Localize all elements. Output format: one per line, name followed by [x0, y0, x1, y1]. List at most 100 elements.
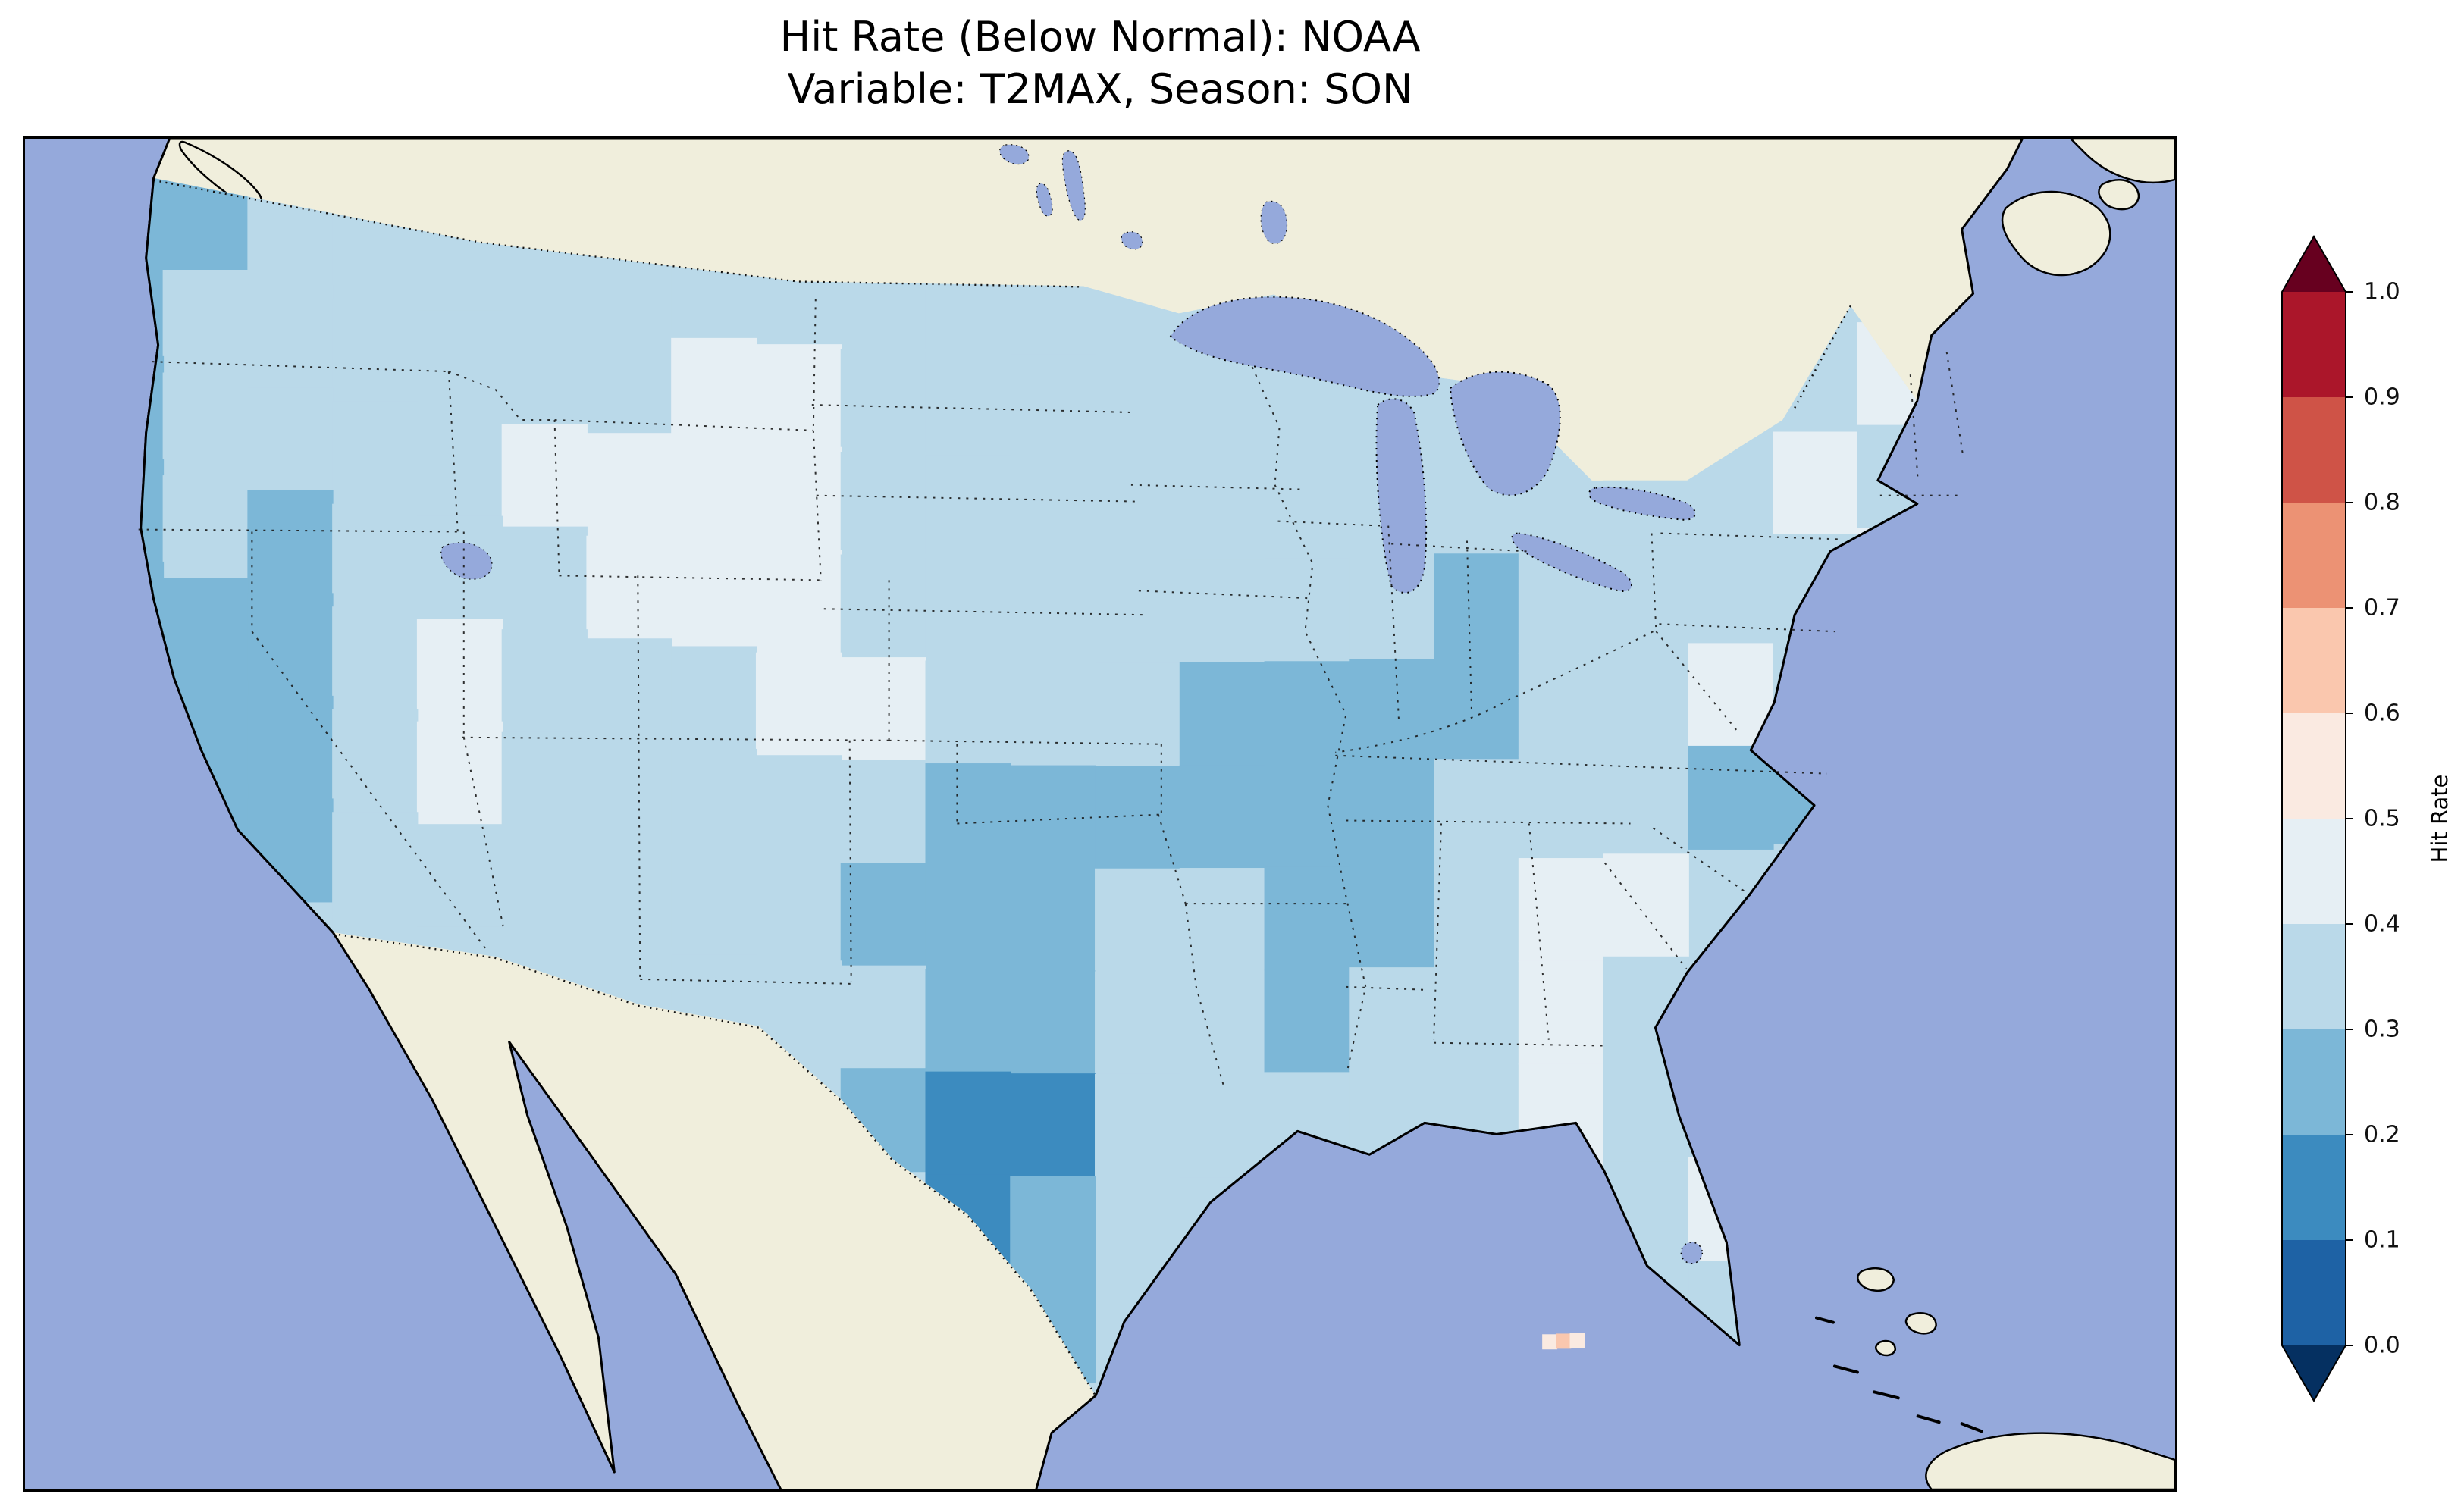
island-landmass	[1925, 1432, 2175, 1489]
island-landmass	[2070, 139, 2175, 184]
grid-cell	[1095, 868, 1181, 973]
florida-keys-cell	[1569, 1333, 1585, 1348]
colorbar-canvas: 1.0 0.9 0.8 0.7 0.6 0.5 0.4 0.3 0.2 0.1 0.0	[2281, 234, 2400, 1403]
grid-cell	[1264, 866, 1350, 971]
grid-cell	[501, 424, 588, 528]
grid-cell	[755, 652, 842, 756]
grid-cell	[586, 535, 672, 640]
grid-cell	[1095, 560, 1181, 665]
grid-cell	[162, 475, 249, 580]
colorbar-band	[2282, 503, 2346, 609]
colorbar-tick-label: 0.6	[2364, 700, 2400, 727]
colorbar-tick-label: 0.3	[2364, 1016, 2400, 1043]
grid-cell	[925, 352, 1011, 456]
grid-cell	[416, 310, 503, 415]
grid-cell	[925, 455, 1011, 559]
lake-shape	[1036, 183, 1053, 217]
grid-cell	[1688, 643, 1774, 747]
grid-cell	[586, 433, 672, 537]
grid-cell	[1010, 559, 1096, 664]
grid-cell	[1603, 750, 1689, 855]
grid-cell	[1179, 970, 1266, 1075]
grid-cell	[416, 721, 503, 825]
grid-cell	[1688, 745, 1774, 850]
grid-cell	[247, 387, 334, 492]
grid-cell	[586, 741, 672, 845]
grid-cell	[1518, 858, 1605, 963]
colorbar-band	[2282, 1240, 2346, 1346]
lake-shape	[1260, 200, 1288, 244]
colorbar-band	[2282, 924, 2346, 1030]
grid-cell	[501, 835, 588, 939]
grid-cell	[1095, 662, 1181, 767]
grid-cell	[1010, 662, 1096, 767]
grid-cell	[1010, 354, 1096, 459]
great-lake-shape	[1511, 532, 1632, 593]
grid-cell	[755, 857, 842, 962]
map-canvas	[25, 139, 2175, 1489]
grid-cell	[1010, 1176, 1096, 1280]
colorbar-tick-label: 0.2	[2364, 1122, 2400, 1148]
colorbar-band	[2282, 292, 2346, 398]
grid-cell	[247, 593, 334, 697]
colorbar-tick-label: 1.0	[2364, 279, 2400, 305]
lake-shape	[999, 144, 1030, 165]
grid-cell	[1095, 1073, 1181, 1178]
grid-cell	[1179, 662, 1266, 767]
grid-cell	[162, 578, 249, 682]
grid-cell	[162, 270, 249, 374]
colorbar-tick-label: 0.1	[2364, 1227, 2400, 1254]
colorbar-band	[2282, 1135, 2346, 1241]
grid-cell	[332, 606, 419, 711]
grid-cell	[416, 824, 503, 929]
grid-cell	[671, 337, 757, 442]
grid-cell	[671, 543, 757, 647]
lake-shape	[1121, 231, 1143, 250]
grid-cell	[1264, 969, 1350, 1073]
grid-cell	[840, 657, 926, 762]
grid-cell	[925, 1071, 1011, 1176]
lake-shape	[1061, 150, 1086, 221]
colorbar-tick-label: 0.8	[2364, 490, 2400, 516]
grid-cell	[671, 440, 757, 545]
grid-cell	[840, 863, 926, 967]
grid-cell	[1179, 1073, 1266, 1178]
grid-cell	[332, 298, 419, 402]
grid-cell	[925, 969, 1011, 1073]
island-landmass	[2001, 190, 2111, 277]
grid-cell	[1518, 755, 1605, 860]
coastline-gulf-atlantic	[1094, 400, 1919, 1396]
colorbar-band	[2282, 1029, 2346, 1135]
colorbar-tick-label: 0.7	[2364, 595, 2400, 622]
island-landmass	[2098, 178, 2140, 211]
grid-cell	[1179, 765, 1266, 869]
grid-cell	[1434, 861, 1520, 966]
grid-cell	[416, 413, 503, 518]
great-lake-shape	[1169, 296, 1440, 397]
us-grid-layer	[140, 177, 1917, 1396]
colorbar-label: Hit Rate	[2427, 774, 2453, 863]
grid-cell	[1179, 354, 1266, 459]
grid-cell	[1010, 456, 1096, 562]
grid-cell	[1095, 766, 1181, 870]
colorbar-band	[2282, 819, 2346, 925]
grid-cell	[671, 748, 757, 853]
coastline-pacific	[140, 177, 334, 934]
grid-cell	[925, 866, 1011, 970]
grid-cell	[755, 755, 842, 860]
grid-cell	[755, 446, 842, 551]
grid-cell	[1349, 967, 1435, 1072]
grid-cell	[840, 965, 926, 1070]
chart-title: Hit Rate (Below Normal): NOAA Variable: …	[23, 11, 2177, 115]
grid-cell	[1603, 545, 1689, 650]
grid-cell	[501, 731, 588, 836]
colorbar-band	[2282, 713, 2346, 819]
colorbar-band	[2282, 397, 2346, 503]
grid-cell	[1518, 960, 1605, 1065]
grid-cell	[925, 660, 1011, 765]
island-landmass	[1904, 1312, 1937, 1335]
grid-cell	[1773, 431, 1859, 536]
grid-cell	[586, 638, 672, 743]
grid-cell	[1264, 456, 1350, 560]
grid-cell	[247, 284, 334, 389]
